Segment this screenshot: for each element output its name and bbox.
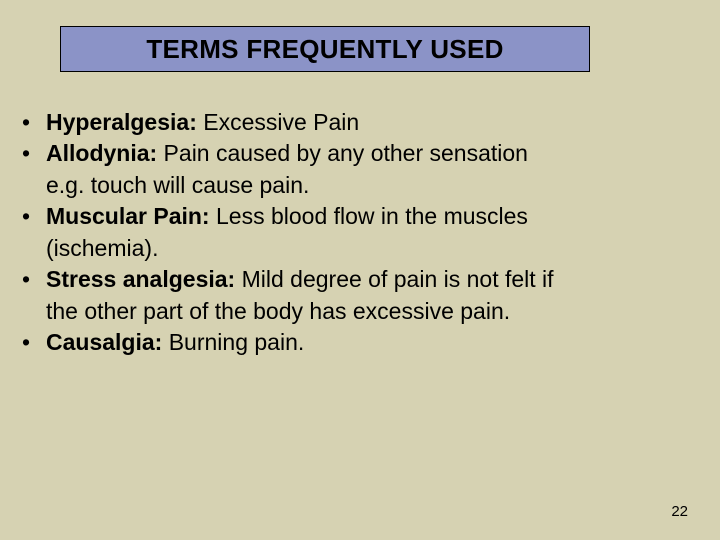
list-item-text: Stress analgesia: Mild degree of pain is… [46, 265, 690, 294]
bullet-icon: • [22, 108, 46, 137]
bullet-icon: • [22, 328, 46, 357]
list-item-text: Causalgia: Burning pain. [46, 328, 690, 357]
list-item-text: Muscular Pain: Less blood flow in the mu… [46, 202, 690, 231]
term: Hyperalgesia: [46, 109, 197, 135]
definition: Excessive Pain [197, 109, 359, 135]
term: Allodynia: [46, 140, 157, 166]
list-item: • Hyperalgesia: Excessive Pain [22, 108, 690, 137]
term: Causalgia: [46, 329, 162, 355]
definition: Mild degree of pain is not felt if [235, 266, 553, 292]
list-item: • Causalgia: Burning pain. [22, 328, 690, 357]
list-item-continuation: e.g. touch will cause pain. [22, 171, 690, 200]
list-item-text: Allodynia: Pain caused by any other sens… [46, 139, 690, 168]
list-item-text: Hyperalgesia: Excessive Pain [46, 108, 690, 137]
bullet-icon: • [22, 139, 46, 168]
term: Muscular Pain: [46, 203, 210, 229]
bullet-list: • Hyperalgesia: Excessive Pain • Allodyn… [22, 108, 690, 360]
bullet-icon: • [22, 202, 46, 231]
title-banner: TERMS FREQUENTLY USED [60, 26, 590, 72]
bullet-icon: • [22, 265, 46, 294]
list-item: • Muscular Pain: Less blood flow in the … [22, 202, 690, 231]
term: Stress analgesia: [46, 266, 235, 292]
definition: Less blood flow in the muscles [210, 203, 528, 229]
definition: Burning pain. [162, 329, 304, 355]
list-item-continuation: (ischemia). [22, 234, 690, 263]
list-item-continuation: the other part of the body has excessive… [22, 297, 690, 326]
list-item: • Stress analgesia: Mild degree of pain … [22, 265, 690, 294]
page-number: 22 [671, 503, 688, 520]
definition: Pain caused by any other sensation [157, 140, 528, 166]
list-item: • Allodynia: Pain caused by any other se… [22, 139, 690, 168]
slide-title: TERMS FREQUENTLY USED [146, 34, 503, 65]
